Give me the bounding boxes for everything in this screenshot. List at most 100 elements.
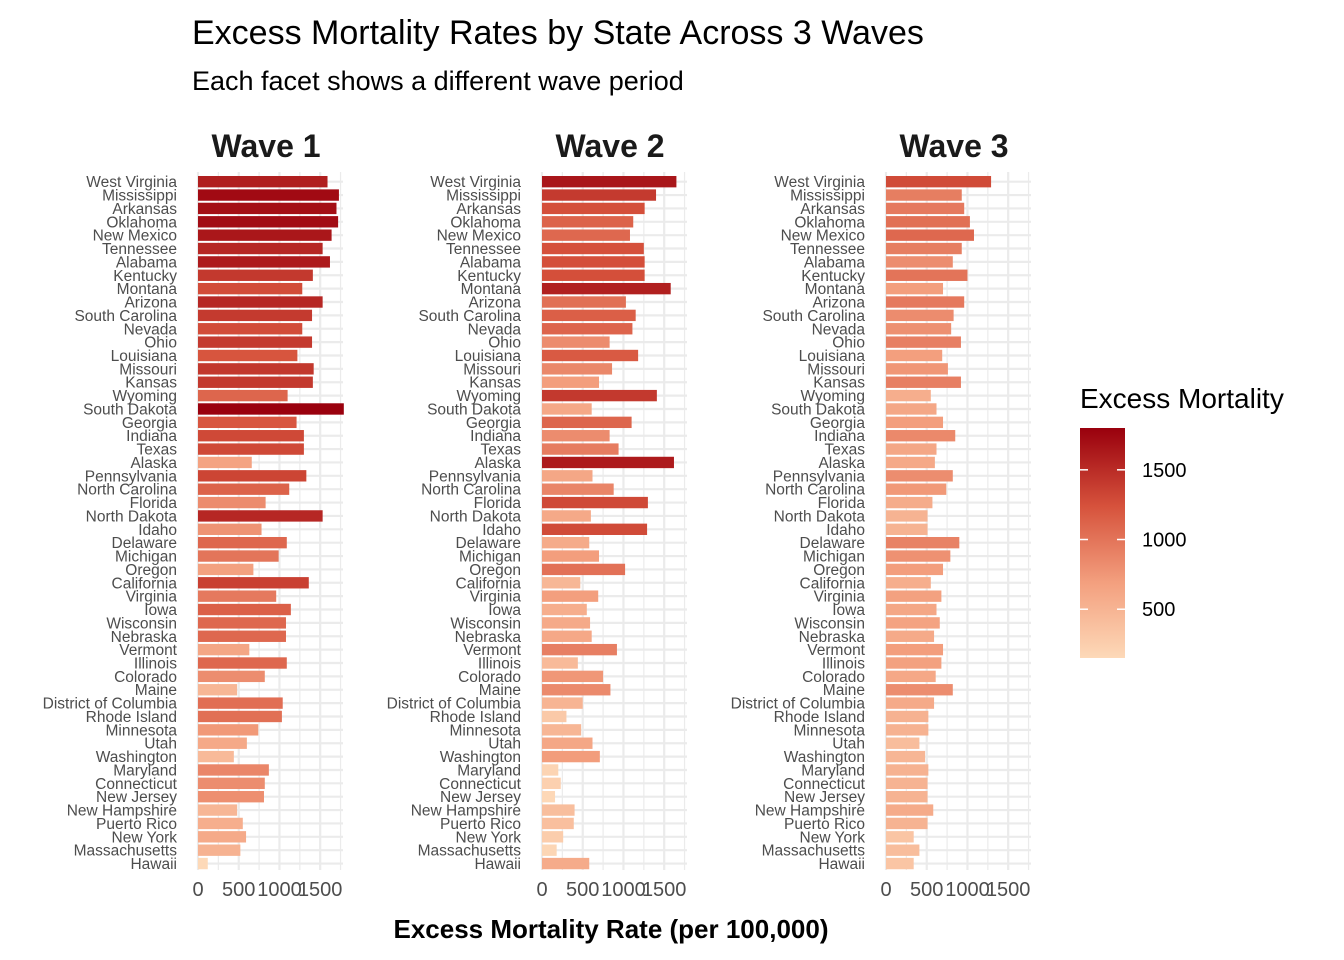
bar [886,336,961,348]
bar [198,389,288,402]
y-tick-label: Michigan [803,549,865,566]
y-tick-label: Missouri [119,361,177,378]
bar [198,510,323,522]
y-tick-label: Missouri [807,361,865,378]
y-tick-label: Vermont [807,642,865,659]
bar [198,603,291,616]
y-tick-label: Pennsylvania [429,468,522,485]
y-tick-label: Massachusetts [74,843,178,860]
y-tick-label: California [112,575,178,592]
y-tick-label: Tennessee [102,241,177,258]
bar [886,403,937,415]
bar [198,470,307,482]
x-axis-label: Excess Mortality Rate (per 100,000) [394,914,829,944]
facet-wave-1: Wave 1 West VirginiaMississippiArkansasOk… [43,128,344,901]
color-legend: Excess Mortality 500 1000 1500 [1080,383,1284,658]
facet-title: Wave 2 [555,128,664,164]
y-tick-label: Colorado [458,669,521,686]
bar [198,684,238,696]
bar [198,750,234,763]
bar [886,630,935,642]
bar [198,456,252,469]
bar [886,577,931,589]
bar [542,403,592,415]
y-tick-label: Minnesota [105,722,177,739]
bar [198,643,250,656]
x-tick-label: 1500 [642,879,687,901]
bar [542,697,583,709]
y-tick-label: South Dakota [427,401,521,418]
y-tick-label: Oregon [125,562,177,579]
bar [542,817,574,830]
bar [886,309,954,322]
bar [542,777,561,790]
y-tick-label: North Dakota [430,508,522,525]
legend-tick-label: 1500 [1142,460,1187,482]
bar [198,309,313,322]
bar [542,710,567,723]
bar [542,282,671,295]
bar [542,470,593,482]
y-tick-label: New Mexico [781,228,865,245]
bar [198,764,269,776]
bar [542,176,677,188]
y-tick-label: Kansas [813,375,865,392]
y-tick-label: Mississippi [446,188,521,205]
y-tick-label: Colorado [114,669,177,686]
bar [198,202,337,215]
y-tick-label: Wisconsin [450,615,521,632]
facet-title: Wave 3 [899,128,1008,164]
y-tick-label: Indiana [814,428,865,445]
bar [542,724,582,736]
legend-tick-label: 1000 [1142,530,1187,552]
y-tick-label: Kansas [125,375,177,392]
y-tick-label: Kentucky [113,268,177,285]
bar [542,242,644,255]
y-tick-label: Alaska [818,455,865,472]
legend-ticks: 500 1000 1500 [1080,460,1187,621]
bar [886,791,928,803]
bar [542,804,575,816]
y-tick-label: Wisconsin [106,615,177,632]
bar [542,750,600,763]
bar [198,269,313,281]
bar [198,657,287,669]
bar [198,617,286,629]
bar [542,323,633,335]
y-tick-label: Nebraska [799,629,866,646]
y-tick-label: Connecticut [439,776,522,793]
bar [198,844,241,856]
y-tick-label: Puerto Rico [440,816,521,833]
y-tick-label: Utah [832,736,865,753]
y-tick-label: Vermont [463,642,521,659]
x-tick-label: 0 [880,879,891,901]
y-tick-label: Ohio [488,335,521,352]
bar [542,523,648,535]
bar [886,376,961,388]
bar [542,550,600,562]
y-tick-label: Montana [117,281,178,298]
y-tick-label: Utah [144,736,177,753]
bar [198,483,290,495]
bar [886,737,920,749]
bar [886,617,940,629]
bar [198,443,304,455]
y-tick-label: West Virginia [86,174,177,191]
y-tick-label: Ohio [832,335,865,352]
y-tick-label: Virginia [470,589,522,606]
bar [198,777,265,790]
bar [886,764,929,776]
bar [542,590,599,602]
y-tick-label: Nebraska [455,629,522,646]
y-tick-label: New Hampshire [67,803,177,820]
bar [886,523,928,535]
y-tick-label: Maryland [801,762,865,779]
bar [542,363,613,375]
y-tick-label: Arkansas [800,201,865,218]
y-tick-label: South Dakota [771,401,865,418]
bar [886,710,929,723]
x-tick-label: 1500 [986,879,1031,901]
bar [198,282,303,295]
bar [886,536,960,549]
